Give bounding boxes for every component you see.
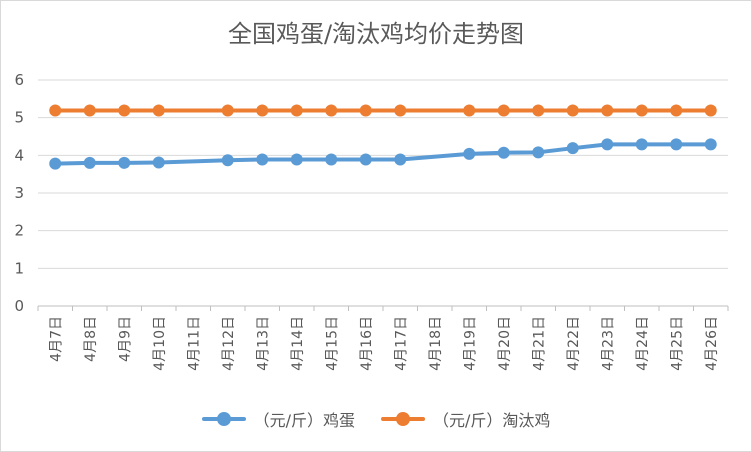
x-tick-label: 4月25日 — [669, 316, 685, 371]
data-point-1 — [256, 104, 269, 117]
x-tick-label: 4月18日 — [428, 316, 444, 371]
data-point-0 — [394, 153, 407, 166]
x-tick-label: 4月12日 — [221, 316, 237, 371]
data-point-1 — [394, 104, 407, 117]
data-point-1 — [290, 104, 303, 117]
data-point-1 — [601, 104, 614, 117]
data-point-1 — [152, 104, 165, 117]
y-tick-label: 4 — [14, 146, 24, 164]
y-tick-label: 2 — [14, 222, 24, 240]
x-tick-label: 4月11日 — [186, 316, 202, 371]
y-tick-label: 3 — [14, 184, 24, 202]
data-point-0 — [256, 153, 269, 166]
data-point-1 — [325, 104, 338, 117]
x-tick-label: 4月26日 — [704, 316, 720, 371]
y-tick-label: 5 — [14, 109, 24, 127]
data-point-0 — [463, 147, 476, 160]
data-point-1 — [83, 104, 96, 117]
x-tick-label: 4月15日 — [324, 316, 340, 371]
data-point-0 — [83, 156, 96, 169]
data-point-0 — [704, 138, 717, 151]
data-point-1 — [359, 104, 372, 117]
y-tick-label: 1 — [14, 259, 24, 277]
data-point-1 — [532, 104, 545, 117]
data-point-0 — [221, 154, 234, 167]
data-point-0 — [670, 138, 683, 151]
legend-label-egg: （元/斤）鸡蛋 — [253, 411, 355, 430]
x-tick-label: 4月7日 — [48, 316, 64, 362]
chart-title: 全国鸡蛋/淘汰鸡均价走势图 — [227, 20, 525, 48]
data-point-0 — [497, 146, 510, 159]
data-point-1 — [635, 104, 648, 117]
y-tick-label: 6 — [14, 71, 24, 89]
data-point-1 — [463, 104, 476, 117]
legend-marker-egg — [201, 411, 246, 427]
data-point-0 — [290, 153, 303, 166]
x-tick-label: 4月14日 — [290, 316, 306, 371]
data-point-1 — [566, 104, 579, 117]
x-tick-label: 4月17日 — [393, 316, 409, 371]
data-point-0 — [566, 142, 579, 155]
data-point-1 — [704, 104, 717, 117]
x-tick-label: 4月23日 — [600, 316, 616, 371]
legend-label-hen: （元/斤）淘汰鸡 — [433, 411, 551, 430]
legend: （元/斤）鸡蛋 （元/斤）淘汰鸡 — [0, 407, 752, 431]
data-point-0 — [152, 156, 165, 169]
data-point-0 — [359, 153, 372, 166]
data-point-0 — [118, 156, 131, 169]
x-tick-label: 4月8日 — [83, 316, 99, 362]
legend-marker-hen — [381, 411, 425, 427]
x-tick-label: 4月20日 — [497, 316, 513, 371]
x-tick-label: 4月13日 — [255, 316, 271, 371]
x-tick-label: 4月19日 — [462, 316, 478, 371]
x-tick-label: 4月10日 — [152, 316, 168, 371]
data-point-1 — [49, 104, 62, 117]
legend-item-hen: （元/斤）淘汰鸡 — [381, 407, 550, 431]
data-point-0 — [325, 153, 338, 166]
data-point-0 — [635, 138, 648, 151]
data-point-1 — [497, 104, 510, 117]
y-tick-label: 0 — [14, 297, 24, 315]
data-point-1 — [670, 104, 683, 117]
x-tick-label: 4月16日 — [359, 316, 375, 371]
x-tick-label: 4月9日 — [117, 316, 133, 362]
x-tick-label: 4月21日 — [531, 316, 547, 371]
legend-item-egg: （元/斤）鸡蛋 — [201, 407, 355, 431]
data-point-1 — [118, 104, 131, 117]
data-point-0 — [49, 157, 62, 170]
x-tick-label: 4月22日 — [566, 316, 582, 371]
data-point-0 — [601, 138, 614, 151]
data-point-1 — [221, 104, 234, 117]
x-tick-label: 4月24日 — [635, 316, 651, 371]
data-point-0 — [532, 146, 545, 159]
